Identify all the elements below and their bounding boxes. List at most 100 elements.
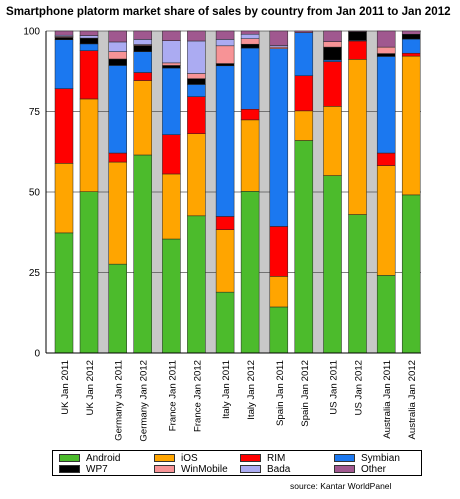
bar-segment-android (323, 175, 342, 354)
legend-item-symbian: Symbian (334, 452, 400, 464)
bar-segment-ios (133, 80, 152, 156)
bar-segment-wp7 (162, 65, 181, 69)
bar-segment-bada (108, 41, 127, 52)
bar-segment-other (133, 30, 152, 40)
y-tick-labels: 0 25 50 75 100 (23, 27, 40, 360)
bar-segment-symbian (54, 39, 74, 89)
bars (54, 30, 421, 354)
legend-label: Symbian (361, 452, 400, 464)
bar-segment-wp7 (54, 37, 74, 40)
bar-segment-rim (108, 152, 127, 163)
bar-segment-bada (187, 40, 206, 74)
bar-segment-other (54, 30, 74, 36)
legend-item-wp7: WP7 (59, 463, 108, 475)
bar-segment-symbian (240, 47, 260, 110)
bar-segment-rim (133, 72, 152, 81)
bar-segment-symbian (108, 65, 127, 154)
legend-swatch (154, 454, 175, 462)
bar-segment-symbian (269, 48, 289, 227)
bar-segment-wp7 (108, 58, 127, 66)
x-tick-labels: UK Jan 2011 UK Jan 2012 Germany Jan 2011 Ge… (60, 360, 418, 442)
bar-segment-symbian (187, 84, 206, 97)
legend-label: Bada (267, 463, 291, 475)
bar-segment-other (108, 30, 127, 43)
bar-segment-winmobile (240, 38, 260, 45)
bar-segment-other (269, 30, 289, 46)
x-tick-label: Germany Jan 2011 (114, 360, 125, 441)
x-tick-label: France Jan 2012 (192, 360, 203, 432)
bar-segment-wp7 (187, 78, 206, 85)
x-tick-label: Spain Jan 2011 (275, 360, 286, 426)
bar-segment-rim (240, 108, 260, 121)
bar-segment-winmobile (108, 51, 127, 60)
bar-segment-rim (348, 40, 367, 60)
bar-segment-ios (54, 163, 74, 234)
bar-segment-wp7 (323, 46, 342, 61)
bar-segment-rim (323, 61, 342, 107)
legend-label: WP7 (86, 463, 108, 475)
bar-segment-rim (269, 226, 289, 277)
legend-label: WinMobile (181, 463, 228, 475)
bar-segment-wp7 (215, 63, 235, 67)
bar-segment-rim (401, 52, 421, 57)
bar-segment-wp7 (133, 45, 152, 52)
chart-title: Smartphone platorm market share of sales… (6, 5, 451, 18)
bar-segment-android (108, 263, 127, 354)
bar-segment-android (79, 191, 99, 354)
legend-label: Android (86, 452, 121, 464)
bar-segment-symbian (294, 32, 314, 77)
y-tick-label: 0 (34, 349, 40, 360)
x-tick-label: Italy Jan 2011 (221, 360, 232, 419)
bar-segment-bada (133, 39, 152, 45)
legend-item-ios: iOS (154, 452, 198, 464)
bar-segment-ios (269, 276, 289, 308)
bar-segment-other (162, 30, 181, 41)
bar-segment-rim (79, 50, 99, 100)
bar-segment-winmobile (215, 45, 235, 64)
x-tick-label: Spain Jan 2012 (300, 360, 311, 427)
bar-segment-other (187, 30, 206, 42)
bar-segment-other (215, 30, 235, 40)
x-tick-label: Australia Jan 2011 (382, 360, 393, 439)
axes (45, 31, 421, 354)
legend: Android iOS RIM Symbian WP7 WinMobile Bada Othe… (52, 450, 422, 476)
bar-segment-android (376, 275, 396, 354)
bar-segment-wp7 (240, 43, 260, 49)
source-note: source: Kantar WorldPanel (290, 481, 392, 491)
bar-segment-symbian (401, 38, 421, 54)
bar-segment-ios (79, 98, 99, 192)
bar-segment-bada (240, 33, 260, 39)
bar-segment-ios (215, 229, 235, 293)
legend-item-other: Other (334, 463, 386, 475)
y-tick-label: 100 (23, 27, 40, 38)
bar-segment-symbian (133, 51, 152, 73)
x-tick-label: US Jan 2011 (329, 360, 340, 415)
legend-item-rim: RIM (240, 452, 285, 464)
x-tick-label: UK Jan 2011 (60, 360, 71, 415)
bar-segment-android (348, 214, 367, 354)
bar-segment-other (348, 30, 367, 32)
bar-segment-winmobile (187, 73, 206, 79)
x-tick-label: Italy Jan 2012 (246, 360, 257, 420)
legend-swatch (334, 465, 355, 473)
x-tick-label: Germany Jan 2012 (139, 360, 150, 442)
bar-segment-rim (162, 134, 181, 175)
bar-segment-wp7 (376, 53, 396, 57)
bar-segment-ios (187, 133, 206, 217)
bar-segment-android (240, 191, 260, 354)
bar-segment-winmobile (376, 46, 396, 54)
bar-segment-other (79, 30, 99, 36)
bar-segment-symbian (215, 65, 235, 217)
legend-item-bada: Bada (240, 463, 290, 475)
bar-segment-rim (294, 75, 314, 112)
bar-segment-rim (54, 88, 74, 164)
y-tick-label: 75 (29, 107, 41, 118)
x-tick-label: Australia Jan 2012 (407, 360, 418, 439)
legend-swatch (59, 465, 80, 473)
bar-segment-ios (294, 110, 314, 141)
bar-segment-ios (323, 106, 342, 176)
bar-segment-ios (240, 119, 260, 192)
bar-segment-symbian (376, 56, 396, 154)
bar-segment-other (294, 30, 314, 33)
